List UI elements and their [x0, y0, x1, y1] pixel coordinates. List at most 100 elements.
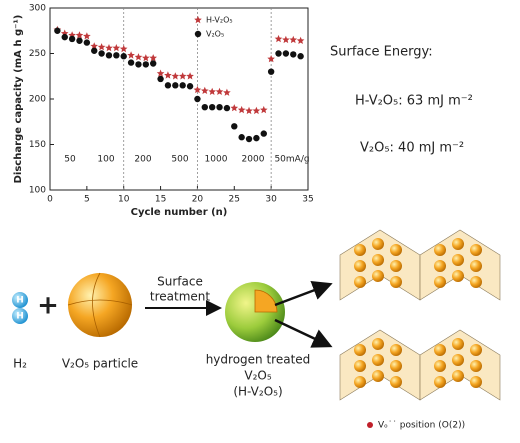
circle-marker — [83, 39, 91, 46]
atom — [452, 238, 464, 250]
chart: 100 150 200 250 300 0 5 10 15 20 25 30 35 Cycle numbe… — [13, 4, 314, 219]
crystal-structure — [339, 229, 501, 301]
atom — [434, 344, 446, 356]
circle-marker — [253, 134, 260, 142]
rate-label: 2000 — [242, 155, 265, 165]
treated-label: hydrogen treated — [206, 353, 311, 367]
circle-marker — [216, 103, 223, 111]
star-marker — [282, 35, 290, 44]
treated-label: (H-V₂O₅) — [233, 385, 282, 399]
circle-marker — [54, 27, 61, 34]
atom — [390, 260, 402, 272]
atom — [390, 244, 402, 256]
atom — [390, 360, 402, 372]
atom — [470, 244, 482, 256]
star-marker — [127, 51, 135, 59]
circle-marker — [260, 130, 267, 137]
atom — [434, 260, 446, 272]
h-atom — [12, 308, 28, 324]
star-marker — [223, 88, 231, 96]
circle-marker — [76, 37, 83, 44]
atom — [434, 360, 446, 372]
star-marker — [267, 55, 275, 63]
circle-marker — [172, 82, 179, 89]
star-marker — [289, 35, 298, 44]
star-marker — [296, 36, 305, 44]
rate-label: 100 — [97, 155, 114, 165]
circle-marker — [208, 103, 216, 111]
star-marker — [260, 105, 268, 114]
star-marker — [90, 42, 98, 50]
star-marker — [105, 44, 113, 52]
star-marker — [97, 43, 106, 51]
circle-marker — [61, 33, 68, 41]
surface-energy-item: V₂O₅: 40 mJ m⁻² — [360, 141, 464, 156]
atom — [470, 344, 482, 356]
x-tick-label: 25 — [229, 195, 240, 205]
circle-marker — [120, 53, 127, 60]
circle-marker — [157, 75, 164, 83]
circle-marker — [98, 50, 105, 57]
particle — [68, 273, 132, 337]
circle-marker — [297, 53, 304, 60]
circle-marker — [282, 50, 290, 57]
star-marker — [215, 87, 224, 95]
x-tick-label: 35 — [302, 195, 313, 205]
star-marker — [149, 54, 157, 62]
treated-label: V₂O₅ — [244, 369, 271, 383]
atom — [470, 260, 482, 272]
diagram: H H + Surface treatment H₂ V₂O₅ particle… — [12, 229, 501, 431]
atom — [372, 338, 384, 350]
circle-marker — [179, 82, 186, 89]
star-marker — [134, 53, 143, 61]
circle-marker — [201, 103, 208, 111]
circle-marker — [290, 51, 297, 58]
crystal-structure — [339, 329, 501, 401]
star-marker — [119, 44, 128, 53]
star-marker — [75, 31, 84, 39]
vacancy-marker — [367, 422, 373, 428]
star-marker — [274, 34, 283, 43]
star-marker — [245, 106, 253, 115]
x-tick-label: 15 — [155, 195, 166, 205]
atom — [372, 270, 384, 282]
star-marker — [208, 87, 216, 95]
y-tick-label: 300 — [29, 4, 46, 14]
circle-marker — [68, 35, 76, 43]
atom — [452, 370, 464, 382]
circle-marker — [105, 52, 113, 59]
rate-label: 500 — [171, 155, 188, 165]
legend-label: H-V₂O₅ — [206, 16, 233, 25]
atom — [452, 354, 464, 366]
x-tick-label: 30 — [265, 195, 277, 205]
y-tick-label: 200 — [29, 95, 46, 105]
star-marker — [201, 86, 209, 94]
y-tick-label: 250 — [29, 49, 46, 59]
circle-marker — [113, 52, 120, 59]
star-marker — [252, 106, 261, 115]
atom — [390, 276, 402, 288]
h2-label: H₂ — [13, 357, 27, 371]
circle-marker — [142, 61, 150, 68]
star-marker — [83, 32, 91, 40]
atom — [354, 376, 366, 388]
circle-marker — [223, 104, 231, 112]
atom-label: H — [16, 296, 24, 306]
atom — [452, 270, 464, 282]
circle-marker — [135, 61, 142, 68]
circle-marker — [275, 50, 282, 57]
arrow-label: treatment — [150, 290, 210, 304]
y-axis-title: Discharge capacity (mA h g⁻¹) — [13, 15, 24, 184]
atom — [354, 244, 366, 256]
atom — [390, 344, 402, 356]
x-axis-title: Cycle number (n) — [131, 207, 228, 218]
y-tick-label: 150 — [29, 140, 46, 150]
x-tick-label: 0 — [47, 195, 53, 205]
atom — [354, 260, 366, 272]
atom — [372, 254, 384, 266]
circle-marker — [127, 59, 135, 66]
x-tick-label: 5 — [84, 195, 90, 205]
circle-marker — [194, 95, 201, 103]
arrow-label: Surface — [157, 275, 203, 289]
